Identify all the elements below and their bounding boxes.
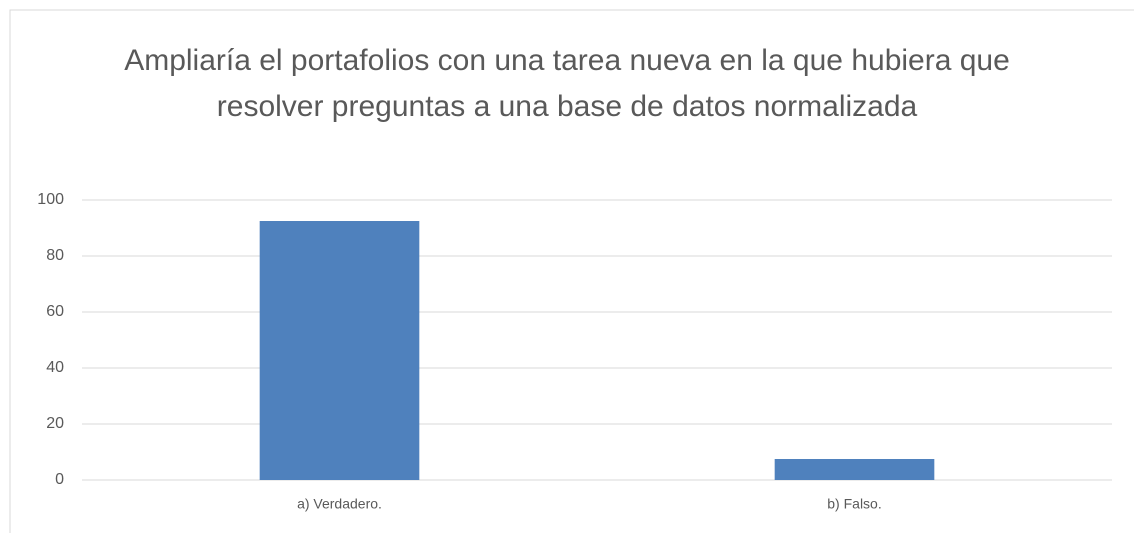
y-tick-label: 100 bbox=[37, 191, 64, 208]
x-tick-label: a) Verdadero. bbox=[297, 496, 382, 512]
x-tick-label: b) Falso. bbox=[827, 496, 881, 512]
y-tick-label: 60 bbox=[46, 303, 64, 320]
y-tick-label: 0 bbox=[55, 471, 64, 488]
y-tick-label: 40 bbox=[46, 359, 64, 376]
chart-border bbox=[9, 9, 1134, 533]
chart-title: Ampliaría el portafolios con una tarea n… bbox=[124, 44, 1010, 123]
bar bbox=[774, 459, 935, 480]
bar bbox=[259, 221, 420, 480]
y-tick-label: 80 bbox=[46, 247, 64, 264]
y-tick-label: 20 bbox=[46, 415, 64, 432]
